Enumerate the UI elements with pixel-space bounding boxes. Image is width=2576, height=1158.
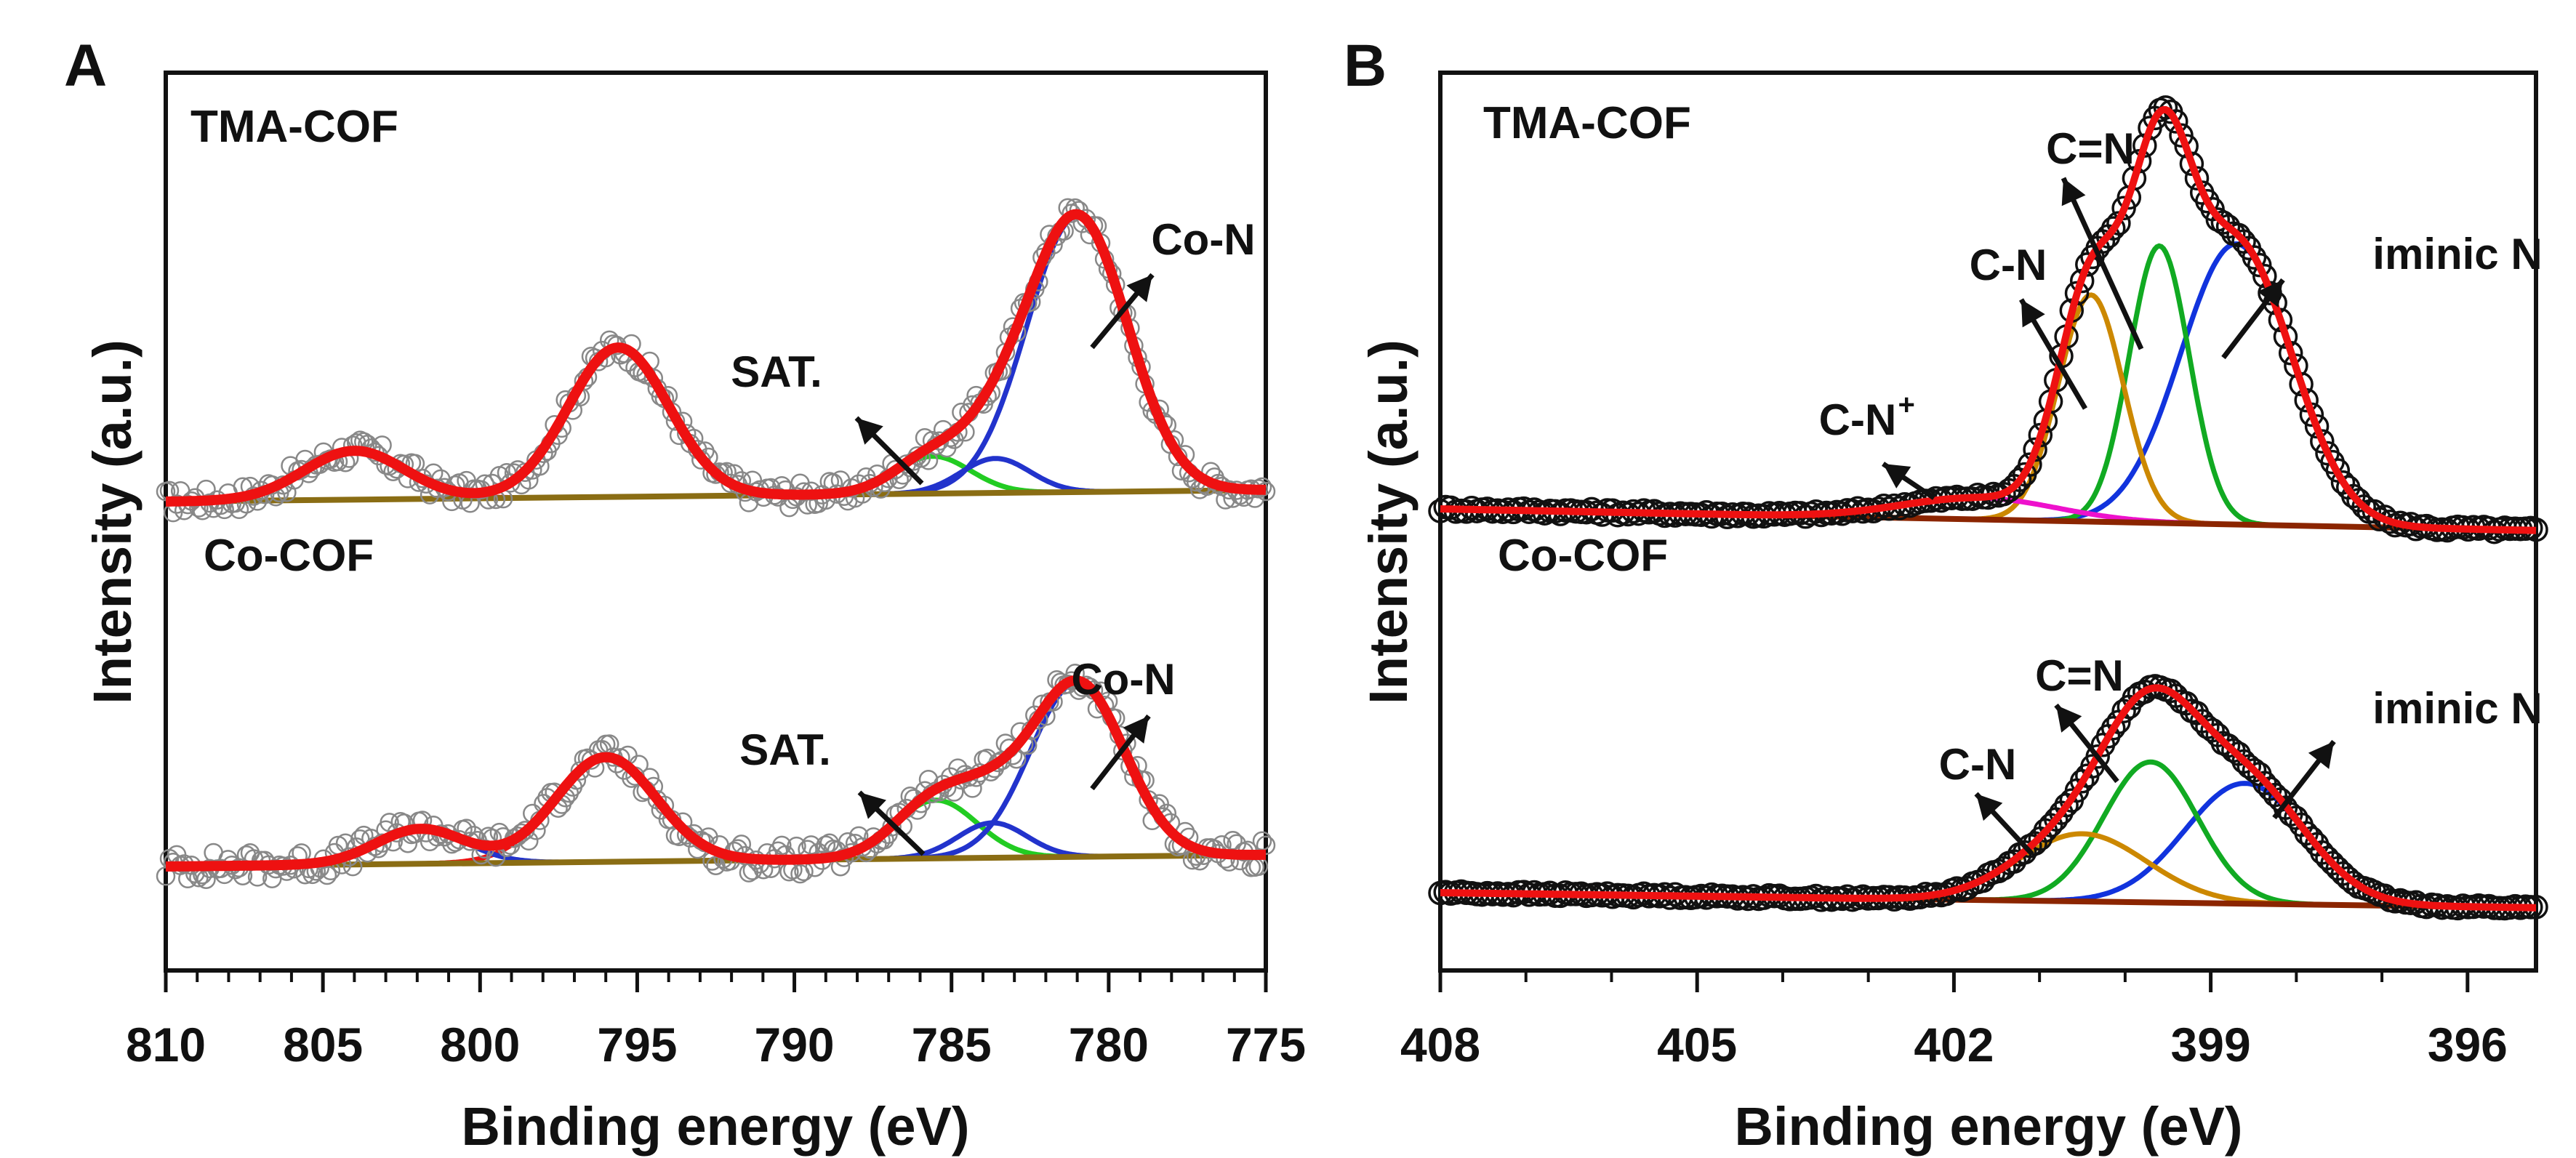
arrow-head (1123, 716, 1149, 744)
annotation-superscript: + (1898, 389, 1915, 421)
peak-annotation: C=N (2035, 651, 2124, 700)
x-tick-label: 805 (283, 1018, 363, 1071)
data-point (2310, 429, 2335, 454)
x-tick-label: 402 (1914, 1018, 1994, 1071)
data-point (2164, 109, 2188, 134)
peak-annotation: SAT. (731, 347, 822, 396)
peak-annotation: C-N (1970, 241, 2047, 289)
data-point (801, 835, 821, 855)
data-point (706, 856, 726, 875)
x-tick-label: 399 (2171, 1018, 2251, 1071)
arrow-head (2056, 705, 2082, 733)
spectrum-co-cof: Co-COF C=N C-N iminic N (1428, 531, 2548, 921)
x-tick-label: 405 (1657, 1018, 1737, 1071)
x-tick-label: 800 (440, 1018, 520, 1071)
sample-label: Co-COF (204, 531, 374, 581)
x-tick-label: 396 (2428, 1018, 2508, 1071)
baseline (165, 487, 1267, 504)
data-point (2247, 252, 2272, 278)
panel-b: B 408 405 402 399 396 Binding energy (eV) Inten… (1344, 33, 2548, 1157)
data-point (317, 865, 337, 885)
fit-envelope (166, 675, 1266, 872)
sample-label: TMA-COF (1483, 98, 1691, 148)
y-axis-title: Intensity (a.u.) (1358, 339, 1419, 704)
y-axis-title: Intensity (a.u.) (82, 339, 143, 704)
panel-letter: B (1344, 33, 1387, 99)
peak-annotation: C-N (1819, 395, 1897, 444)
arrow-head (1126, 275, 1152, 302)
panel-letter: A (64, 33, 107, 99)
peak-annotation: Co-N (1151, 215, 1255, 264)
data-point (2085, 744, 2110, 769)
baseline (165, 852, 1267, 869)
arrow-head (859, 792, 886, 819)
peak-annotation: SAT. (739, 725, 831, 774)
annotation-arrow (2061, 177, 2144, 350)
data-point (1223, 830, 1243, 851)
peak-annotation: iminic N (2372, 230, 2542, 278)
data-point (2242, 245, 2267, 270)
x-tick-label: 810 (126, 1018, 206, 1071)
sample-label: Co-COF (1498, 531, 1668, 581)
peak-annotation: Co-N (1071, 655, 1175, 704)
x-tick-label: 785 (912, 1018, 992, 1071)
x-axis-title: Binding energy (eV) (462, 1096, 970, 1157)
arrow-head (2308, 741, 2334, 769)
x-tick-label: 408 (1400, 1018, 1480, 1071)
data-point (2018, 452, 2042, 477)
arrow-head (1976, 794, 2003, 821)
data-point (2100, 216, 2126, 241)
panel-a: A 810 805 800 795 790 785 780 775 Binding energy … (64, 33, 1306, 1157)
data-point (731, 835, 752, 854)
data-point (380, 813, 399, 832)
data-point (1245, 857, 1265, 877)
arrow-head (2021, 299, 2045, 328)
plot-frame (164, 71, 1268, 973)
arrow-head (856, 418, 883, 445)
fit-envelope (166, 209, 1267, 507)
arrow-head (1883, 464, 1911, 488)
x-tick-label: 790 (755, 1018, 835, 1071)
spectrum-co-cof: Co-COF Co-N SAT. (156, 531, 1276, 889)
fit-envelope (1440, 684, 2536, 912)
arrow-head (2061, 178, 2086, 206)
data-point (772, 835, 792, 856)
data-point (2106, 211, 2131, 236)
peak-annotation: iminic N (2372, 684, 2542, 733)
data-point (1252, 831, 1272, 851)
x-axis-title: Binding energy (eV) (1735, 1096, 2243, 1157)
peak-annotation: C-N (1939, 740, 2017, 789)
spectrum-tma-cof: TMA-COF Co-N SAT. (156, 102, 1276, 523)
arrow-head (2258, 280, 2283, 307)
sample-label: TMA-COF (190, 102, 398, 152)
fit-envelope (1440, 105, 2537, 534)
x-tick-label: 775 (1226, 1018, 1306, 1071)
x-tick-label: 780 (1069, 1018, 1149, 1071)
x-tick-label: 795 (597, 1018, 677, 1071)
peak-annotation: C=N (2046, 124, 2135, 173)
